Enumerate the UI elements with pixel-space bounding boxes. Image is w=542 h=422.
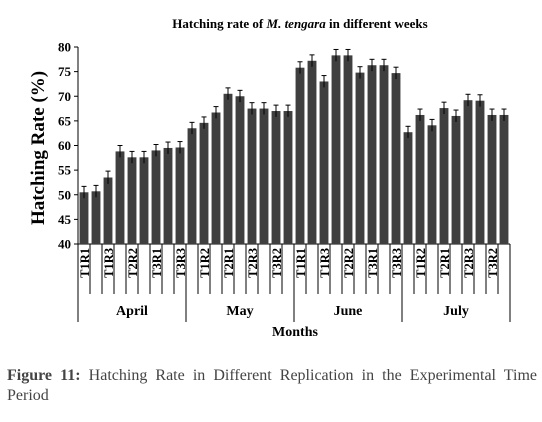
figure-caption-text: Hatching Rate in Different Replication i…: [7, 367, 538, 404]
chart-title: Hatching rate of M. tengara in different…: [172, 16, 427, 31]
x-tick-label: T2R3: [246, 248, 260, 278]
bar: [379, 65, 389, 244]
x-tick-label: T3R2: [270, 248, 284, 278]
x-tick-label: T2R2: [342, 248, 356, 278]
figure-caption-label: Figure 11:: [7, 367, 81, 384]
bar: [331, 55, 341, 245]
bar: [319, 81, 329, 244]
bar: [427, 125, 437, 244]
bar: [103, 177, 113, 244]
bar: [355, 72, 365, 244]
bar: [343, 55, 353, 245]
chart-title-suffix: in different weeks: [326, 16, 428, 31]
chart-title-prefix: Hatching rate of: [172, 16, 266, 31]
x-tick-label: T3R2: [486, 248, 500, 278]
bar: [295, 67, 305, 244]
x-tick-label: T3R3: [174, 248, 188, 278]
bar: [367, 65, 377, 244]
bar: [79, 192, 89, 244]
hatching-rate-chart: Hatching rate of M. tengara in different…: [28, 16, 511, 340]
x-tick-label: T1R3: [318, 248, 332, 278]
bar: [499, 114, 509, 244]
y-tick-label: 60: [58, 138, 71, 153]
bar: [91, 191, 101, 244]
bar: [175, 147, 185, 244]
x-tick-label: T3R3: [390, 248, 404, 278]
month-label: April: [116, 304, 148, 319]
x-tick-label: T1R1: [294, 248, 308, 278]
y-tick-label: 55: [58, 163, 72, 178]
bar: [307, 60, 317, 244]
bar: [271, 111, 281, 245]
bar: [199, 122, 209, 244]
x-tick-label: T1R3: [102, 248, 116, 278]
y-tick-label: 45: [58, 212, 72, 227]
bar: [283, 111, 293, 245]
bar: [415, 114, 425, 244]
bar: [475, 100, 485, 245]
y-axis-label: Hatching Rate (%): [28, 71, 49, 225]
bar: [451, 115, 461, 244]
y-tick-label: 50: [58, 187, 71, 202]
figure-caption: Figure 11: Hatching Rate in Different Re…: [7, 366, 537, 406]
bar: [139, 157, 149, 244]
x-tick-label: T1R2: [414, 248, 428, 278]
chart-title-species: M. tengara: [266, 16, 327, 31]
y-tick-label: 65: [58, 113, 72, 128]
bar: [259, 108, 269, 244]
y-tick-label: 80: [58, 40, 71, 55]
bar: [403, 132, 413, 244]
bar: [163, 147, 173, 244]
x-tick-label: T2R1: [438, 248, 452, 278]
month-label: May: [226, 304, 253, 319]
bar: [463, 100, 473, 244]
x-tick-label: T3R1: [150, 248, 164, 278]
bar: [439, 108, 449, 244]
bar: [391, 73, 401, 244]
x-tick-label: T1R2: [198, 248, 212, 278]
bar: [127, 157, 137, 244]
month-label: June: [334, 304, 363, 319]
bar: [487, 114, 497, 244]
month-label: July: [443, 304, 469, 319]
bar: [211, 112, 221, 244]
y-tick-label: 70: [58, 89, 71, 104]
y-tick-label: 40: [58, 237, 71, 252]
x-tick-label: T2R1: [222, 248, 236, 278]
x-tick-label: T2R3: [462, 248, 476, 278]
x-tick-label: T3R1: [366, 248, 380, 278]
bar: [235, 96, 245, 244]
plot-area: 40 45 50 55 60 65 70 75 80 T1R1 T1R3 T2R2 T3R1 T3R3 T1…: [58, 40, 511, 322]
bar: [115, 151, 125, 244]
bar: [223, 93, 233, 244]
bar: [247, 108, 257, 244]
x-tick-label: T2R2: [126, 248, 140, 278]
x-axis-label: Months: [272, 325, 318, 340]
x-tick-label: T1R1: [78, 248, 92, 278]
bar: [151, 150, 161, 244]
y-tick-label: 75: [58, 64, 72, 79]
bar: [187, 128, 197, 244]
